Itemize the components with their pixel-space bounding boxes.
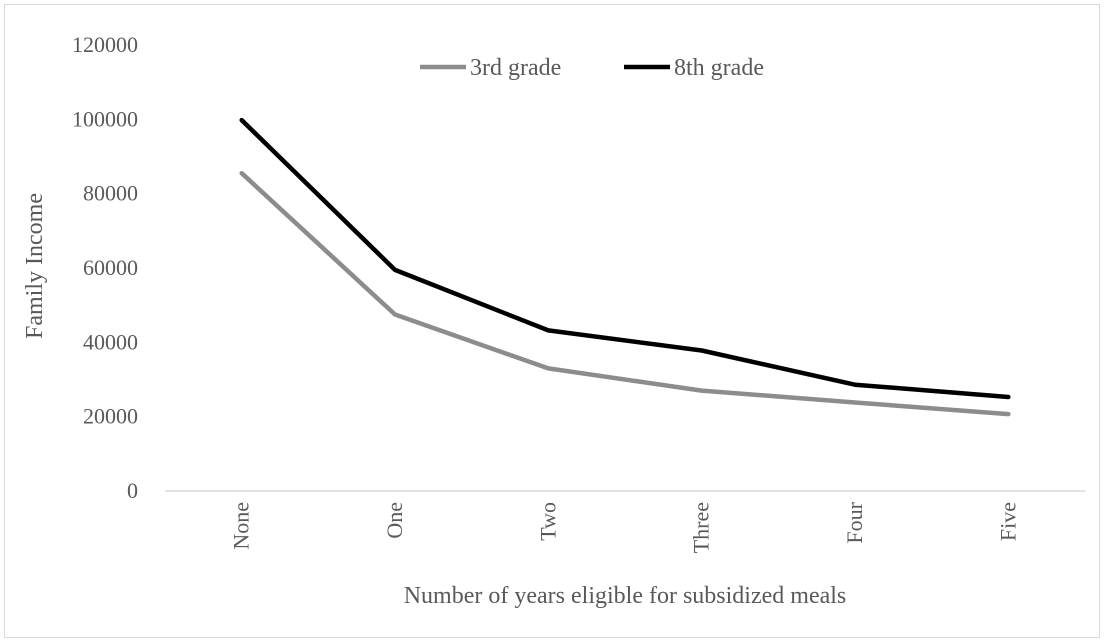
y-tick-label: 40000 [83, 329, 138, 354]
x-axis-title: Number of years eligible for subsidized … [404, 583, 847, 609]
x-tick-label: Four [842, 501, 867, 543]
x-tick-label: Five [995, 502, 1020, 541]
y-tick-label: 80000 [83, 181, 138, 206]
y-axis-title: Family Income [22, 193, 48, 339]
x-tick-label: Two [535, 502, 560, 541]
y-tick-label: 0 [127, 478, 138, 503]
y-tick-label: 120000 [72, 32, 138, 57]
y-tick-label: 100000 [72, 106, 138, 131]
y-axis-ticks: 0 20000 40000 60000 80000 100000 120000 [72, 32, 138, 503]
x-tick-label: One [382, 502, 407, 539]
series-lines [239, 117, 1011, 417]
x-tick-label: Three [689, 502, 714, 553]
y-tick-label: 20000 [83, 404, 138, 429]
y-tick-label: 60000 [83, 255, 138, 280]
chart-frame [4, 4, 1100, 638]
series-line [239, 170, 1011, 417]
x-axis-ticks: None One Two Three Four Five [229, 501, 1021, 553]
legend-label: 8th grade [674, 55, 764, 81]
x-tick-label: None [229, 502, 254, 550]
legend: 3rd grade 8th grade [420, 55, 764, 81]
series-line [239, 117, 1011, 400]
legend-label: 3rd grade [470, 55, 561, 81]
